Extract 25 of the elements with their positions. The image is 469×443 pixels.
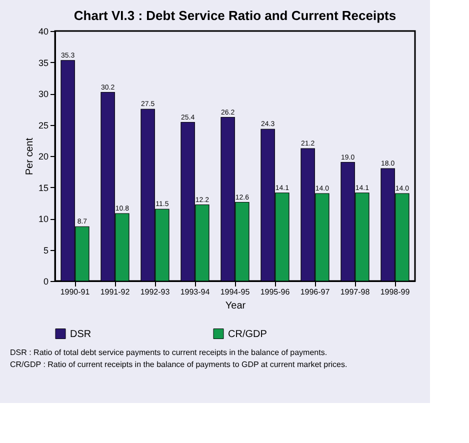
y-tick-label: 10: [38, 214, 48, 224]
y-tick-label: 0: [43, 276, 48, 286]
x-tick-label: 1992-93: [140, 288, 170, 296]
y-tick-label: 20: [38, 152, 48, 162]
y-axis-title: Per cent: [24, 138, 36, 176]
y-tick-label: 30: [38, 89, 48, 99]
x-tick-label: 1990-91: [60, 288, 90, 296]
x-tick-label: 1993-94: [180, 288, 210, 296]
x-axis-title: Year: [225, 300, 246, 312]
text: DSR : Ratio of total debt service payments to current receipts in the balance of payments.: [10, 348, 328, 357]
y-tick-label: 15: [38, 182, 48, 193]
x-tick-label: 1996-97: [300, 288, 330, 296]
x-tick-label: 1998-99: [380, 288, 410, 296]
legend-label: DSR: [70, 328, 92, 340]
y-tick-label: 35: [38, 58, 48, 68]
x-tick-label: 1991-92: [100, 288, 130, 296]
y-tick-label: 5: [43, 245, 48, 256]
x-tick-label: 1994-95: [220, 288, 250, 296]
text: CR/GDP : Ratio of current receipts in the balance of payments to GDP at current market prices.: [10, 360, 348, 369]
x-tick-label: 1997-98: [340, 288, 370, 296]
chart-title: Chart VI.3 : Debt Service Ratio and Current Receipts: [74, 8, 396, 23]
y-tick-label: 40: [38, 26, 48, 36]
legend-label: CR/GDP: [228, 328, 268, 340]
x-tick-label: 1995-96: [260, 288, 290, 296]
y-tick-label: 25: [38, 120, 48, 130]
